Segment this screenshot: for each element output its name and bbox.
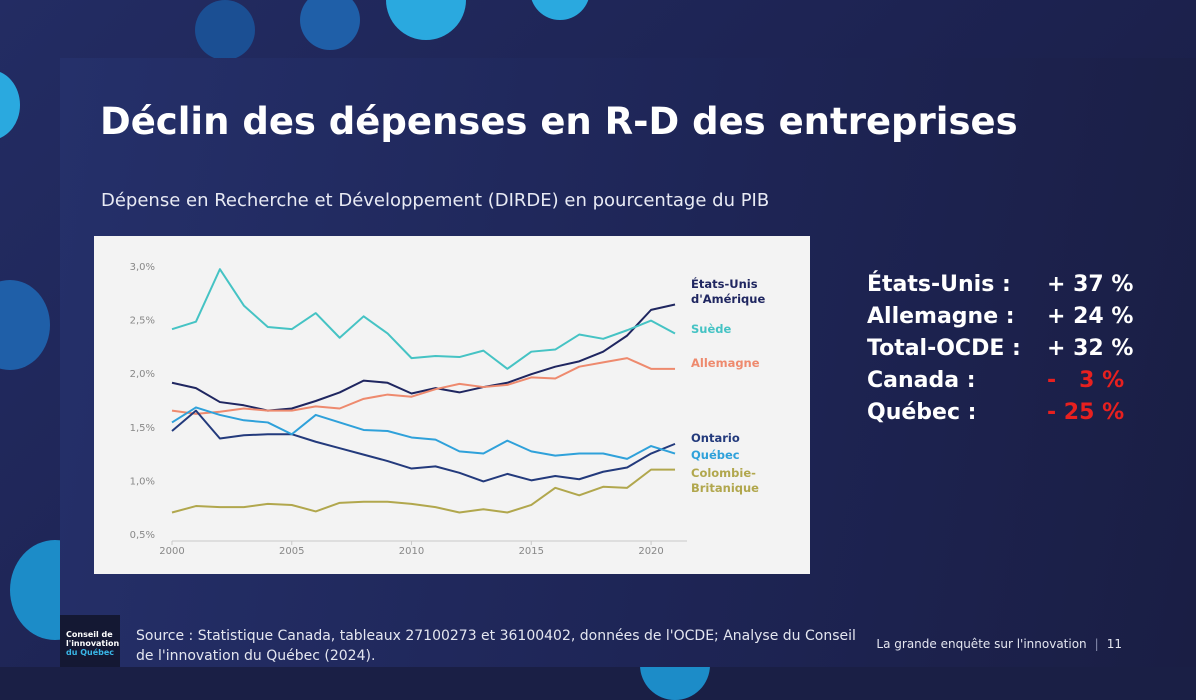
decor-circle (530, 0, 590, 20)
series-line (171, 409, 676, 483)
stat-value: + 32 % (1047, 336, 1134, 361)
legend-label: Québec (691, 448, 740, 462)
source-note: Source : Statistique Canada, tableaux 27… (136, 628, 856, 664)
x-tick-label: 2020 (638, 546, 663, 557)
logo-line: du Québec (66, 648, 115, 657)
stat-label: États-Unis : (867, 272, 1011, 297)
series-line (171, 468, 676, 514)
legend-label: Colombie-Britanique (691, 466, 759, 495)
legend-label: Ontario (691, 431, 740, 445)
x-tick-label: 2015 (519, 546, 544, 557)
stat-value: + 24 % (1047, 304, 1134, 329)
decor-circle (0, 70, 20, 140)
y-tick-label: 2,0% (130, 369, 155, 380)
logo: Conseil de l'innovation du Québec (60, 615, 120, 667)
stat-label: Canada : (867, 368, 976, 393)
legend-label: États-Unis d'Amérique (691, 277, 766, 306)
y-tick-label: 3,0% (130, 262, 155, 273)
decor-circle (300, 0, 360, 50)
logo-line: Conseil de (66, 630, 113, 639)
series-line (171, 406, 676, 460)
logo-text: Conseil de l'innovation du Québec (66, 630, 122, 657)
series-line (171, 303, 676, 412)
chart: 0,5% 1,0% 1,5% 2,0% 2,5% 3,0% 2000 2005 2010 2015… (130, 262, 687, 557)
legend-label: Suède (691, 322, 732, 336)
stat-value: - 3 % (1047, 368, 1125, 393)
stat-value: + 37 % (1047, 272, 1134, 297)
stat-label: Québec : (867, 400, 977, 425)
logo-line: l'innovation (66, 639, 120, 648)
y-tick-label: 0,5% (130, 530, 155, 541)
slide-subtitle: Dépense en Recherche et Développement (D… (101, 190, 770, 211)
series-line (171, 357, 676, 415)
footer-text: La grande enquête sur l'innovation (876, 637, 1087, 651)
x-tick-label: 2005 (279, 546, 304, 557)
y-tick-label: 2,5% (130, 316, 155, 327)
x-tick-label: 2010 (399, 546, 424, 557)
y-tick-label: 1,5% (130, 423, 155, 434)
page-number: 11 (1106, 637, 1122, 651)
stat-label: Allemagne : (867, 304, 1015, 329)
x-tick-label: 2000 (159, 546, 184, 557)
decor-circle (195, 0, 255, 60)
y-tick-label: 1,0% (130, 476, 155, 487)
chart-container: 0,5% 1,0% 1,5% 2,0% 2,5% 3,0% 2000 2005 2010 2015… (94, 236, 810, 574)
series-line (171, 268, 676, 370)
stat-label: Total-OCDE : (867, 336, 1021, 361)
separator: | (1094, 637, 1099, 651)
slide-title: Déclin des dépenses en R-D des entrepris… (100, 100, 1018, 143)
stat-value: - 25 % (1047, 400, 1125, 425)
legend-label: Allemagne (691, 356, 760, 370)
footer: La grande enquête sur l'innovation | 11 (876, 637, 1122, 651)
